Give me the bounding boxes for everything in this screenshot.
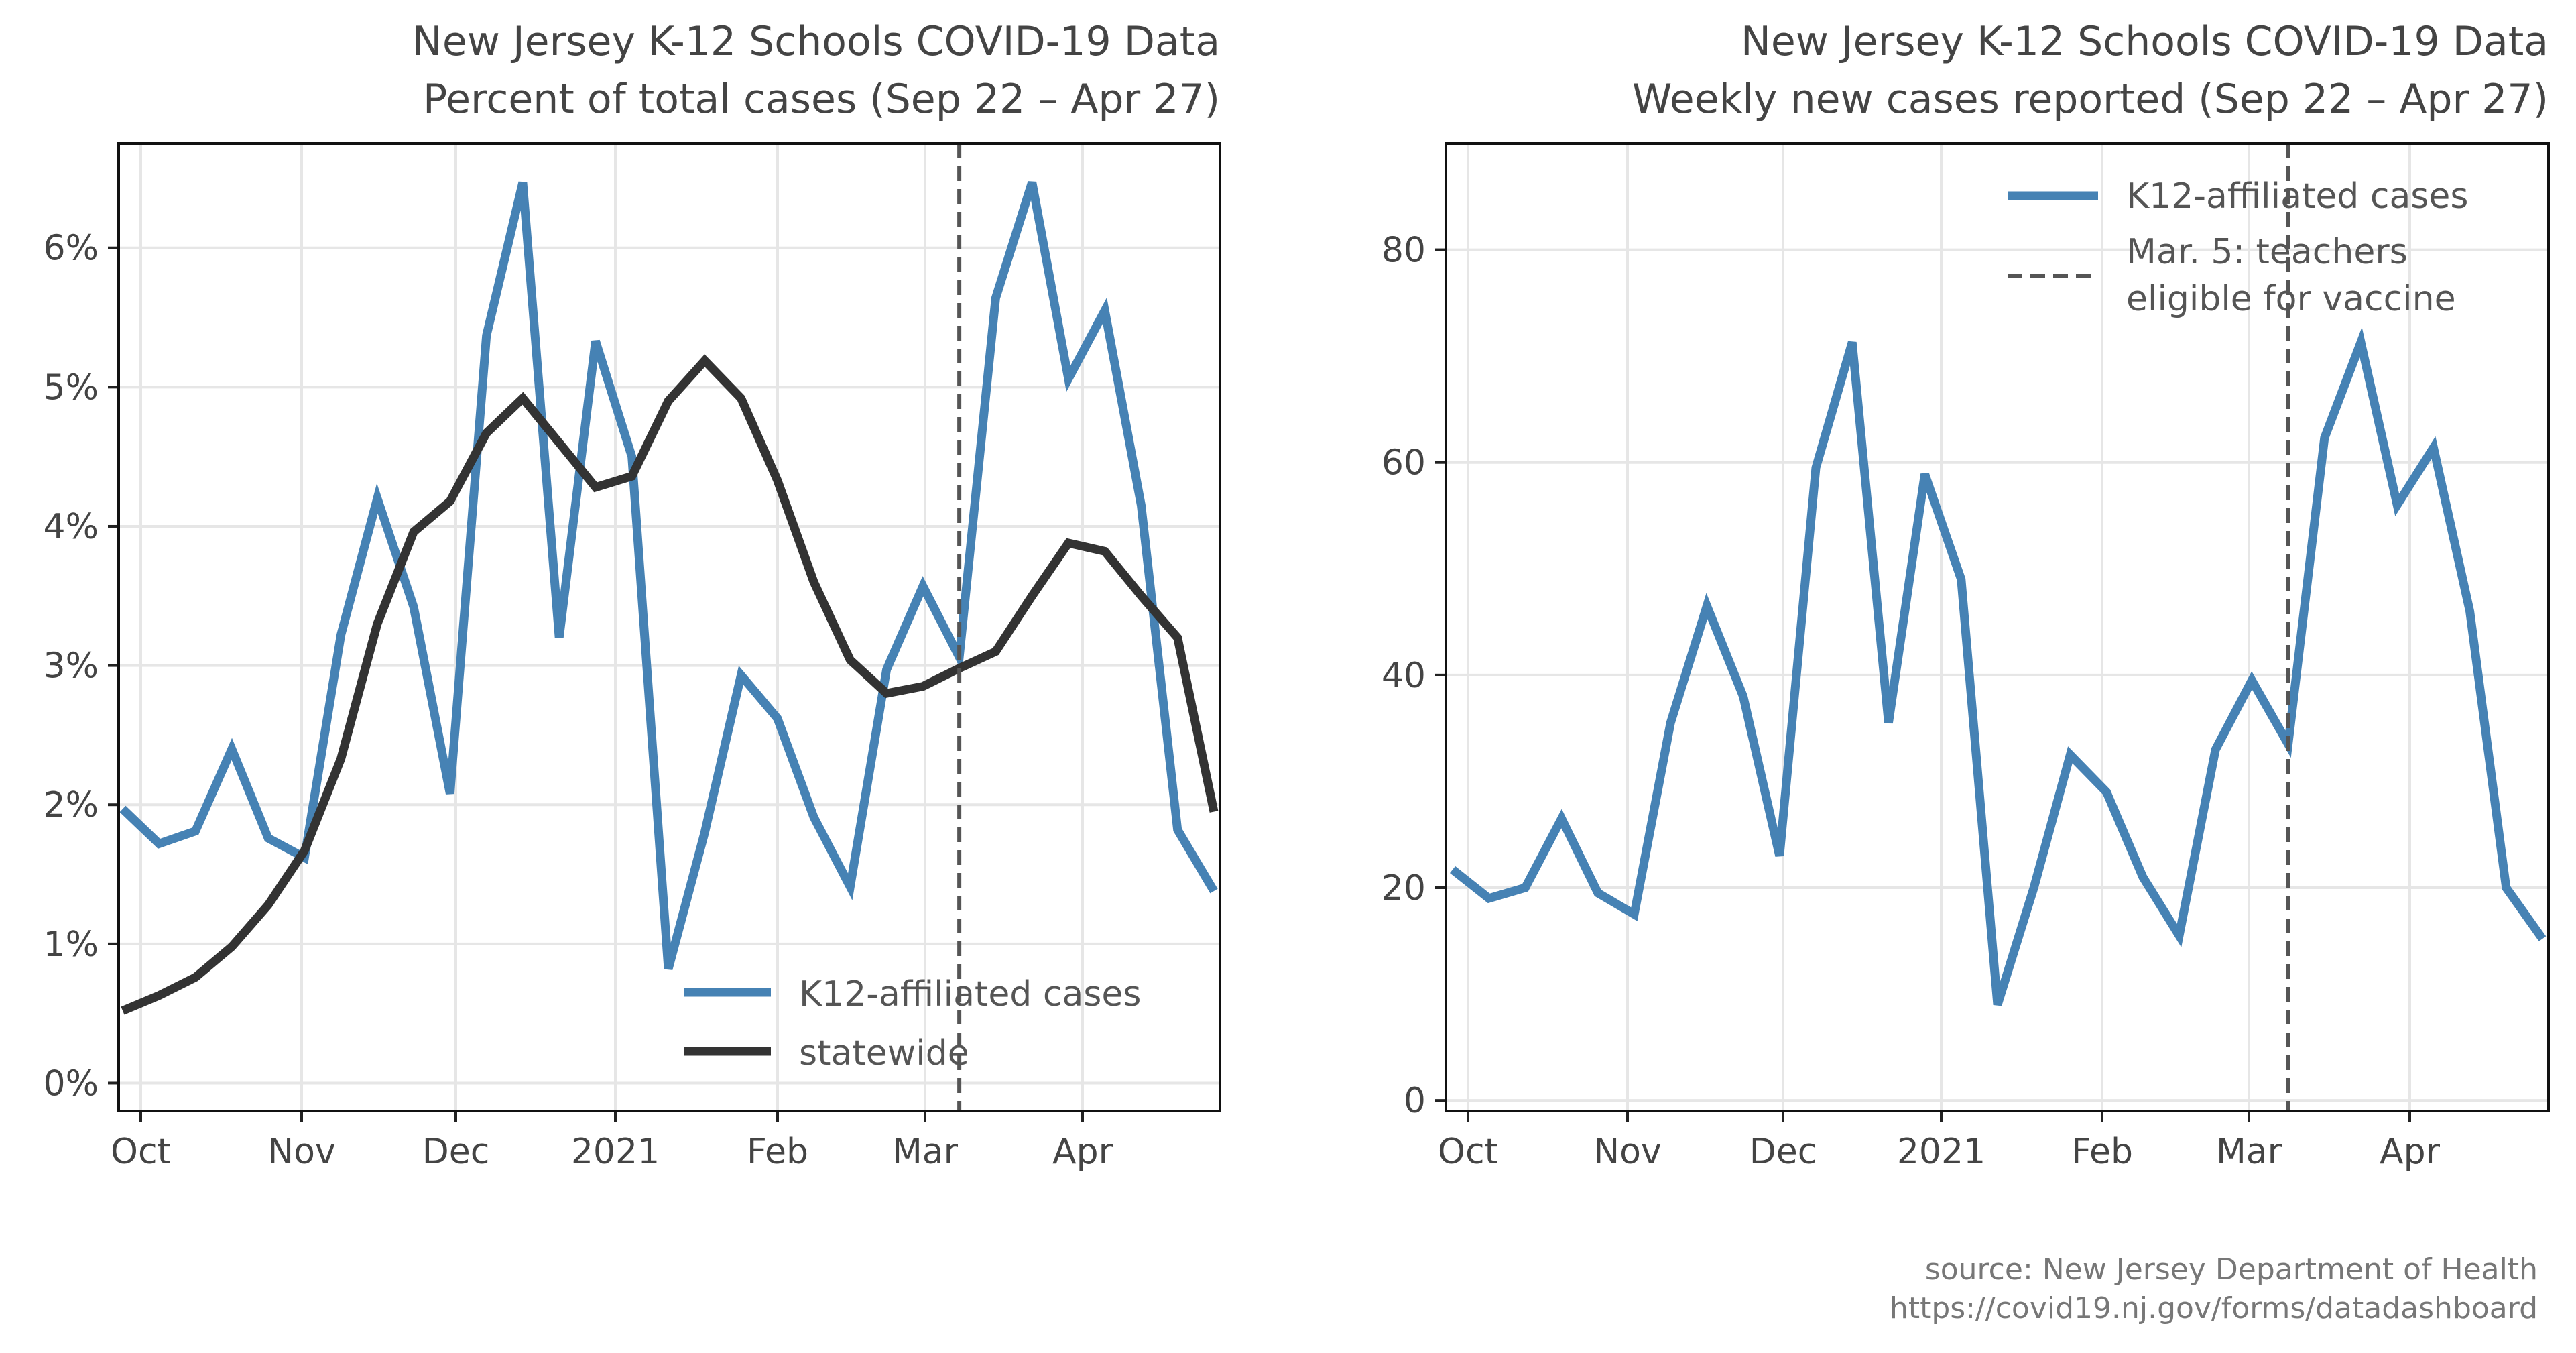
source-note-url: https://covid19.nj.gov/forms/datadashboa… — [1890, 1291, 2538, 1326]
y-tick-label: 0 — [1404, 1081, 1426, 1121]
chart-left-legend: K12-affiliated cases statewide — [684, 974, 1141, 1073]
legend-right-k12-label: K12-affiliated cases — [2126, 176, 2468, 217]
chart-right-x-axis: Oct Nov Dec 2021 Feb Mar Apr — [1438, 1111, 2441, 1172]
chart-right-frame — [1445, 142, 2550, 1112]
x-tick-label: 2021 — [571, 1132, 660, 1172]
chart-right-legend: K12-affiliated cases Mar. 5: teachers el… — [2008, 176, 2468, 319]
y-tick-label: 3% — [44, 646, 99, 687]
chart-right-grid — [1446, 143, 2549, 1111]
x-tick-label: Mar — [892, 1132, 959, 1172]
x-tick-label: Feb — [2071, 1132, 2133, 1172]
x-tick-label: Oct — [1438, 1132, 1498, 1172]
x-tick-label: 2021 — [1897, 1132, 1985, 1172]
chart-left-title: New Jersey K-12 Schools COVID-19 Data — [412, 18, 1220, 65]
x-tick-label: Nov — [267, 1132, 336, 1172]
y-tick-label: 4% — [44, 507, 99, 547]
chart-right-y-axis: 0 20 40 60 80 — [1382, 231, 1446, 1121]
x-tick-label: Apr — [1052, 1132, 1113, 1172]
x-tick-label: Dec — [422, 1132, 490, 1172]
chart-left-y-axis: 0% 1% 2% 3% 4% 5% 6% — [44, 229, 119, 1104]
chart-right: New Jersey K-12 Schools COVID-19 Data We… — [1382, 18, 2550, 1172]
series-line-statewide — [121, 354, 1219, 1015]
y-tick-label: 0% — [44, 1063, 99, 1104]
x-tick-label: Feb — [747, 1132, 808, 1172]
y-tick-label: 6% — [44, 229, 99, 269]
y-tick-label: 5% — [44, 367, 99, 408]
y-tick-label: 40 — [1382, 656, 1426, 696]
x-tick-label: Apr — [2380, 1132, 2441, 1172]
chart-left-frame — [117, 142, 1221, 1112]
y-tick-label: 2% — [44, 785, 99, 825]
chart-right-subtitle: Weekly new cases reported (Sep 22 – Apr … — [1632, 76, 2549, 123]
chart-left-plot-area — [119, 143, 1219, 1111]
legend-right-vline-label: Mar. 5: teachers eligible for vaccine — [2126, 232, 2456, 319]
y-tick-label: 1% — [44, 925, 99, 965]
chart-left: New Jersey K-12 Schools COVID-19 Data Pe… — [44, 18, 1221, 1172]
y-tick-label: 60 — [1382, 443, 1426, 483]
source-note-line1: source: New Jersey Department of Health — [1925, 1252, 2538, 1287]
chart-right-plot-area — [1449, 143, 2547, 1111]
legend-right-vline-label-line1: Mar. 5: teachers — [2126, 232, 2408, 272]
series-line-k12-affiliated-cases — [1449, 327, 2547, 1006]
x-tick-label: Dec — [1750, 1132, 1817, 1172]
y-tick-label: 80 — [1382, 231, 1426, 271]
legend-left-statewide-label: statewide — [799, 1033, 969, 1073]
x-tick-label: Mar — [2216, 1132, 2282, 1172]
chart-left-subtitle: Percent of total cases (Sep 22 – Apr 27) — [423, 76, 1220, 123]
x-tick-label: Nov — [1593, 1132, 1662, 1172]
legend-right-vline-label-line2: eligible for vaccine — [2126, 279, 2456, 319]
chart-right-title: New Jersey K-12 Schools COVID-19 Data — [1741, 18, 2549, 65]
y-tick-label: 20 — [1382, 868, 1426, 908]
chart-left-x-axis: Oct Nov Dec 2021 Feb Mar Apr — [111, 1111, 1113, 1172]
x-tick-label: Oct — [111, 1132, 171, 1172]
legend-left-k12-label: K12-affiliated cases — [799, 974, 1141, 1014]
chart-left-grid — [119, 143, 1220, 1111]
